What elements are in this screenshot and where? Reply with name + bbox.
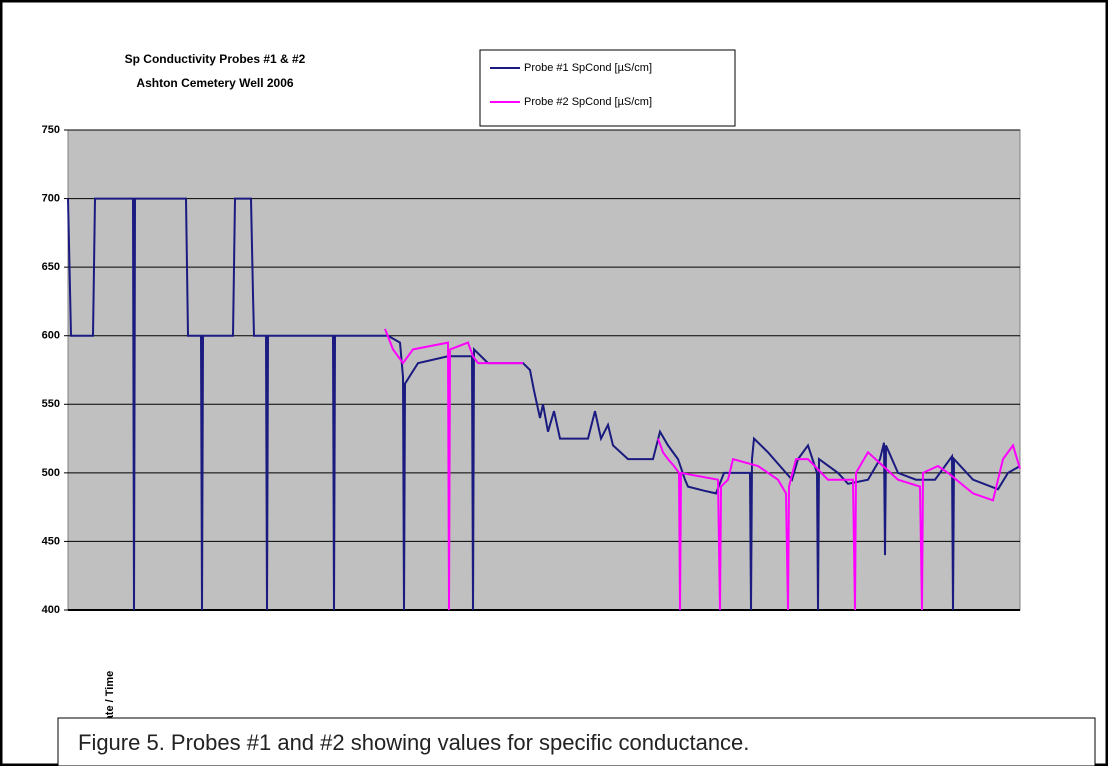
- x-axis-label: Date / Time: [104, 671, 116, 730]
- y-tick-label: 450: [42, 535, 60, 547]
- series-line: [384, 328, 1021, 611]
- legend-label: Probe #1 SpCond [µS/cm]: [524, 62, 652, 74]
- y-tick-label: 600: [42, 330, 60, 342]
- chart-title: Sp Conductivity Probes #1 & #2: [125, 52, 306, 66]
- legend-label: Probe #2 SpCond [µS/cm]: [524, 96, 652, 108]
- y-tick-label: 400: [42, 604, 60, 616]
- caption: Figure 5. Probes #1 and #2 showing value…: [78, 730, 749, 755]
- caption-box: [57, 717, 1096, 767]
- y-tick-label: 700: [42, 192, 60, 204]
- series-line: [67, 197, 1021, 611]
- legend-box: [479, 49, 736, 127]
- y-tick-label: 500: [42, 467, 60, 479]
- chart-subtitle: Ashton Cemetery Well 2006: [136, 76, 293, 90]
- y-tick-label: 750: [42, 124, 60, 136]
- y-tick-label: 550: [42, 398, 60, 410]
- plot-area: [67, 129, 1021, 611]
- y-tick-label: 650: [42, 261, 60, 273]
